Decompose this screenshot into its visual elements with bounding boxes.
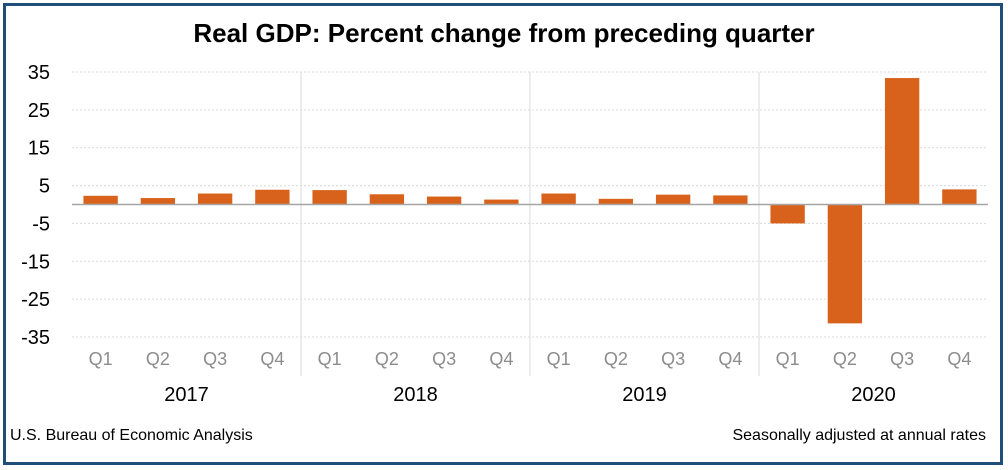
bar: [770, 204, 805, 224]
bar: [884, 78, 920, 205]
quarter-label: Q1: [89, 349, 113, 369]
quarter-label: Q2: [146, 349, 170, 369]
bar: [197, 193, 233, 205]
quarter-label: Q1: [318, 349, 342, 369]
y-tick-label: 35: [28, 62, 50, 84]
y-tick-label: 5: [39, 176, 50, 198]
bar: [713, 195, 748, 205]
quarter-label: Q3: [432, 349, 456, 369]
bars: [83, 78, 977, 324]
quarter-label: Q4: [489, 349, 513, 369]
bar: [655, 194, 691, 205]
y-tick-label: 25: [28, 100, 50, 122]
year-label: 2020: [851, 384, 896, 406]
bar: [255, 189, 290, 205]
y-tick-label: -25: [21, 289, 50, 311]
bar: [312, 190, 347, 205]
gridlines: [72, 71, 988, 376]
bar: [484, 199, 519, 205]
bar: [140, 198, 176, 205]
quarter-label: Q1: [776, 349, 800, 369]
y-tick-label: -35: [21, 327, 50, 349]
chart-title: Real GDP: Percent change from preceding …: [193, 18, 815, 48]
quarter-label: Q2: [833, 349, 857, 369]
quarter-label: Q2: [375, 349, 399, 369]
y-tick-label: -15: [21, 251, 50, 273]
source-note: U.S. Bureau of Economic Analysis: [10, 427, 253, 444]
quarter-label: Q4: [260, 349, 284, 369]
quarter-label: Q3: [661, 349, 685, 369]
bar: [83, 195, 118, 205]
year-label: 2017: [164, 384, 209, 406]
quarter-label: Q4: [947, 349, 971, 369]
quarter-label: Q3: [203, 349, 227, 369]
bar: [369, 194, 405, 205]
bar: [598, 198, 634, 205]
y-tick-label: 15: [28, 138, 50, 160]
quarter-label: Q2: [604, 349, 628, 369]
quarter-label: Q1: [547, 349, 571, 369]
bar: [541, 193, 576, 205]
year-label: 2019: [622, 384, 667, 406]
y-tick-label: -5: [32, 213, 50, 235]
year-label: 2018: [393, 384, 438, 406]
bar: [827, 204, 863, 324]
bar: [942, 189, 977, 205]
seasonal-adjustment-note: Seasonally adjusted at annual rates: [732, 427, 986, 444]
bar: [426, 196, 462, 205]
axes: 35 25 15 5 -5 -15 -25 -35 Q1 Q2 Q3 Q4 Q1 Q2 Q3 Q4 Q1 Q2 Q3…: [21, 62, 988, 406]
quarter-label: Q3: [890, 349, 914, 369]
quarter-label: Q4: [718, 349, 742, 369]
